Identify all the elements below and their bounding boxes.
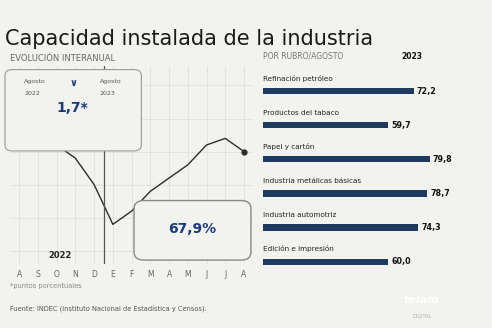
Text: Edición e impresión: Edición e impresión (263, 245, 334, 252)
Text: 78,7: 78,7 (430, 189, 450, 198)
Text: ∨: ∨ (69, 78, 77, 89)
Text: DIGITAL: DIGITAL (412, 314, 431, 318)
Text: télam: télam (404, 295, 440, 305)
Text: 2023: 2023 (100, 92, 116, 96)
Text: 79,8: 79,8 (433, 155, 453, 164)
Bar (263, 190, 427, 196)
Text: Capacidad instalada de la industria: Capacidad instalada de la industria (5, 29, 373, 49)
Text: 2023: 2023 (401, 52, 422, 61)
Text: Industria automotriz: Industria automotriz (263, 212, 337, 218)
FancyBboxPatch shape (134, 200, 251, 260)
Text: Fuente: INDEC (Instituto Nacional de Estadística y Censos).: Fuente: INDEC (Instituto Nacional de Est… (10, 306, 207, 313)
Text: EVOLUCIÓN INTERANUAL: EVOLUCIÓN INTERANUAL (10, 54, 115, 63)
Text: *puntos porcentuales: *puntos porcentuales (10, 283, 82, 289)
FancyBboxPatch shape (5, 70, 141, 151)
Text: 2022: 2022 (49, 251, 72, 260)
Bar (263, 224, 418, 231)
Text: Refinación petróleo: Refinación petróleo (263, 75, 333, 82)
Text: 60,0: 60,0 (392, 257, 411, 266)
Text: 74,3: 74,3 (421, 223, 441, 232)
Text: Productos del tabaco: Productos del tabaco (263, 110, 339, 116)
Text: 59,7: 59,7 (391, 121, 410, 130)
Text: 72,2: 72,2 (417, 87, 437, 96)
Text: Industria metálicas básicas: Industria metálicas básicas (263, 178, 361, 184)
Text: 1,7*: 1,7* (56, 101, 88, 115)
Bar (263, 156, 430, 162)
Text: Agosto: Agosto (100, 79, 122, 85)
Bar (263, 88, 414, 94)
Bar (263, 122, 388, 128)
Bar (263, 258, 388, 265)
Text: 2022: 2022 (25, 92, 40, 96)
Text: 2023: 2023 (143, 251, 166, 260)
Text: Papel y cartón: Papel y cartón (263, 143, 314, 150)
Text: POR RUBRO/AGOSTO: POR RUBRO/AGOSTO (263, 52, 346, 61)
Text: Agosto: Agosto (25, 79, 46, 85)
Text: 67,9%: 67,9% (168, 222, 216, 236)
